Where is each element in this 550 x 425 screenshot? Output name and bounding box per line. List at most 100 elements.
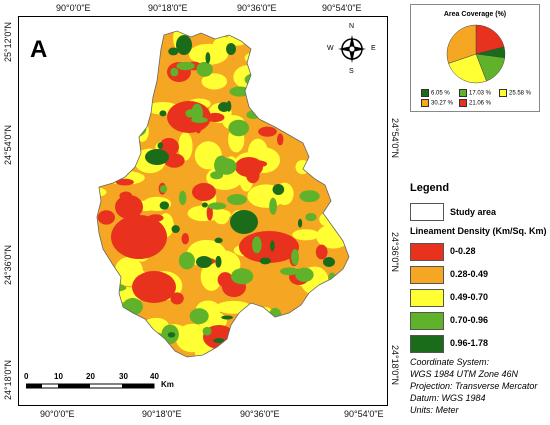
density-patch [251,47,278,63]
density-patch [259,257,272,265]
density-patch [319,212,334,227]
density-patch [315,157,337,170]
pie-legend-item-3: 25.58 % [499,89,531,97]
lon-tick-bottom-1: 90°0'0"E [40,409,75,419]
lon-tick-bottom-4: 90°54'0"E [344,409,384,419]
lat-tick-right-1: 24°54'0"N [390,118,400,159]
class-swatch-3 [410,289,444,307]
density-patch [249,73,281,88]
lon-tick-top-2: 90°18'0"E [148,3,188,13]
density-patch [227,194,247,205]
density-patch [195,122,202,134]
area-coverage-inset: Area Coverage (%) 6.05 % 17.03 % 25.58 %… [410,4,540,112]
density-patch [247,54,263,71]
area-coverage-pie [446,24,506,84]
density-patch [330,127,349,148]
density-patch [178,132,193,161]
density-patch [315,136,335,152]
density-patch [297,218,303,228]
class-label-4: 0.70-0.96 [450,315,489,325]
pie-swatch-1 [421,89,429,97]
lineament-density-map [96,30,350,358]
density-patch [111,215,167,259]
class-swatch-1 [410,243,444,261]
density-patch [147,214,164,222]
east-label: E [371,45,376,52]
pie-legend-label: 30.27 % [431,100,454,107]
pie-slice [446,24,477,64]
density-patch [323,257,335,267]
density-patch [202,326,212,336]
density-patch [333,224,349,242]
pie-legend-label: 6.05 % [431,90,450,97]
density-patch [201,202,208,208]
density-patch [159,201,170,210]
class-label-5: 0.96-1.78 [450,338,489,348]
lon-tick-top-1: 90°0'0"E [56,3,91,13]
density-patch [192,183,216,201]
density-patch [254,323,260,333]
density-patch [313,332,336,357]
pie-legend-label: 17.03 % [469,90,492,97]
density-patch [213,338,225,344]
north-arrow: N S E W [326,22,378,78]
density-patch [299,335,313,349]
lon-tick-top-3: 90°36'0"E [237,3,277,13]
density-patch [116,97,138,105]
density-patch [196,256,212,268]
density-patch [305,213,317,222]
density-patch [254,72,283,92]
density-patch [101,138,119,150]
density-legend-title: Lineament Density (Km/Sq. Km) [410,226,547,236]
density-patch [220,347,251,357]
lat-tick-right-2: 24°36'0"N [390,232,400,273]
density-patch [276,133,284,146]
class-label-3: 0.49-0.70 [450,292,489,302]
north-label: N [349,23,355,30]
density-patch [97,127,114,139]
density-patch [208,202,227,210]
density-patch [181,233,189,245]
density-patch [106,318,122,330]
density-patch [230,268,254,285]
density-patch [259,31,270,41]
density-patch [157,142,164,149]
projection-info: Projection: Transverse Mercator [410,381,538,391]
density-patch [196,61,213,77]
scale-label-30: 30 [119,372,128,381]
density-patch [97,137,120,168]
pie-title: Area Coverage (%) [443,11,507,18]
density-patch [330,288,349,297]
density-patch [134,79,146,93]
density-patch [247,160,268,168]
south-label: S [349,68,354,75]
pie-slice [448,53,487,84]
density-patch [246,166,260,184]
density-patch [115,78,124,89]
density-patch [286,34,302,46]
study-area-swatch [410,203,444,221]
density-patch [123,32,142,50]
density-patch [244,72,268,87]
density-patch [270,240,275,252]
lon-tick-top-4: 90°54'0"E [322,3,362,13]
class-label-1: 0-0.28 [450,246,476,256]
density-patch [276,325,284,344]
density-patch [291,248,299,266]
density-patch [269,197,277,215]
density-patch [168,47,179,56]
density-patch [133,285,150,299]
density-patch [226,100,232,112]
density-patch [215,255,222,268]
density-patch [128,120,147,137]
density-patch [205,112,225,122]
density-patch [159,185,168,193]
scale-unit: Km [161,380,174,389]
lat-tick-right-3: 24°18'0"N [390,345,400,386]
density-patch [293,347,313,357]
density-patch [97,210,115,225]
density-patch [214,237,223,244]
density-raster [97,31,349,357]
density-patch [125,123,140,143]
lon-tick-bottom-3: 90°36'0"E [240,409,280,419]
